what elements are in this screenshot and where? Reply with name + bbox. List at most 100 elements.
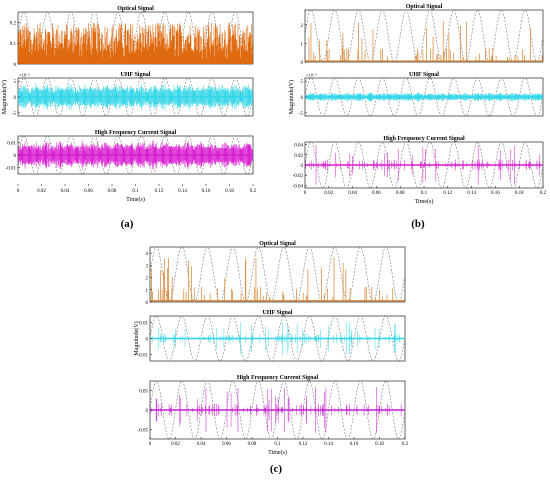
y-tick-label: 5 bbox=[301, 80, 304, 85]
subplot-title: High Frequency Current Signal bbox=[237, 375, 319, 381]
y-tick-label: 0 bbox=[301, 96, 304, 101]
signal-trace bbox=[150, 387, 402, 433]
x-tick-label: 0.1 bbox=[132, 189, 139, 194]
signal-trace bbox=[305, 20, 543, 62]
y-tick-label: 0.05 bbox=[139, 390, 148, 395]
x-tick-label: 0.14 bbox=[324, 442, 333, 447]
x-tick-label: 0.16 bbox=[491, 191, 500, 196]
reference-wave bbox=[18, 136, 253, 174]
y-tick-label: 0.01 bbox=[7, 141, 16, 146]
x-tick-label: 0.12 bbox=[155, 189, 164, 194]
y-tick-label: 0 bbox=[301, 164, 304, 169]
y-tick-label: 3 bbox=[146, 264, 149, 269]
signal-trace bbox=[305, 145, 541, 185]
subplot-title: Optical Signal bbox=[259, 241, 296, 247]
y-exponent: ×10⁻³ bbox=[19, 73, 30, 78]
subplot-0: 0 1 2 3 4 Optical Signal bbox=[146, 241, 406, 306]
x-tick-label: 0.18 bbox=[225, 189, 234, 194]
x-tick-label: 0 bbox=[304, 191, 307, 196]
x-tick-label: 0.04 bbox=[61, 189, 70, 194]
y-tick-label: 0 bbox=[14, 63, 17, 68]
panel-0: 0 0.1 0.2 Optical Signal -5 0 5 UHF Signal ×10⁻³… bbox=[1, 6, 257, 230]
x-tick-label: 0.12 bbox=[443, 191, 452, 196]
x-tick-label: 0.08 bbox=[108, 189, 117, 194]
y-tick-label: 0.02 bbox=[294, 154, 303, 159]
y-tick-label: -5 bbox=[299, 112, 304, 117]
x-tick-label: 0.08 bbox=[396, 191, 405, 196]
reference-wave bbox=[18, 12, 253, 64]
subplot-1: -5 0 5 UHF Signal ×10⁻³ bbox=[299, 72, 544, 117]
x-tick-label: 0.16 bbox=[202, 189, 211, 194]
y-tick-label: -0.05 bbox=[138, 428, 149, 433]
y-tick-label: 0 bbox=[301, 61, 304, 66]
x-tick-label: 0.2 bbox=[250, 189, 257, 194]
x-tick-label: 0.16 bbox=[350, 442, 359, 447]
y-tick-label: 0 bbox=[146, 338, 149, 343]
reference-wave bbox=[305, 142, 543, 188]
y-tick-label: -0.02 bbox=[293, 174, 304, 179]
reference-wave bbox=[150, 247, 405, 302]
subplot-title: UHF Signal bbox=[121, 72, 151, 78]
y-tick-label: -5 bbox=[12, 112, 17, 117]
y-tick-label: -0.01 bbox=[138, 354, 149, 359]
subplot-title: High Frequency Current Signal bbox=[95, 130, 177, 136]
y-tick-label: 0 bbox=[146, 301, 149, 306]
subplot-1: -5 0 5 UHF Signal ×10⁻³ bbox=[12, 72, 254, 117]
x-tick-label: 0.06 bbox=[222, 442, 231, 447]
y-axis-label: Magnitude(V) bbox=[133, 321, 140, 355]
y-tick-label: 0.1 bbox=[10, 42, 17, 47]
y-tick-label: -0.01 bbox=[6, 167, 17, 172]
x-tick-label: 0.18 bbox=[375, 442, 384, 447]
y-tick-label: 4 bbox=[146, 252, 149, 257]
x-tick-label: 0.06 bbox=[84, 189, 93, 194]
subplot-2: -0.05 0 0.05 High Frequency Current Signal bbox=[138, 375, 406, 440]
y-tick-label: 5 bbox=[14, 80, 17, 85]
x-tick-label: 0.02 bbox=[37, 189, 46, 194]
subplot-title: Optical Signal bbox=[406, 4, 443, 10]
subplot-1: -0.01 0 0.01 UHF Signal bbox=[138, 310, 406, 362]
signal-trace bbox=[151, 257, 394, 301]
x-tick-label: 0.04 bbox=[348, 191, 357, 196]
x-tick-label: 0.1 bbox=[421, 191, 428, 196]
reference-wave bbox=[305, 10, 543, 62]
x-tick-label: 0.18 bbox=[515, 191, 524, 196]
x-tick-label: 0.14 bbox=[178, 189, 187, 194]
subplot-0: 0 0.1 0.2 Optical Signal bbox=[10, 6, 254, 68]
panel-label: (c) bbox=[270, 463, 283, 475]
subplot-2: -0.01 0 0.01 High Frequency Current Signal bbox=[6, 130, 254, 175]
subplot-2: -0.04 -0.02 0 0.02 0.04 High Frequency Curren… bbox=[293, 136, 544, 189]
panel-label: (b) bbox=[411, 218, 425, 230]
signal-trace bbox=[152, 321, 400, 356]
x-tick-label: 0.2 bbox=[402, 442, 409, 447]
y-tick-label: 1 bbox=[146, 289, 149, 294]
signal-trace bbox=[18, 22, 253, 64]
x-axis-label: Time(s) bbox=[126, 196, 145, 203]
y-tick-label: 2 bbox=[301, 24, 304, 29]
x-tick-label: 0.2 bbox=[540, 191, 547, 196]
x-axis-label: Time(s) bbox=[268, 449, 287, 456]
x-tick-label: 0.02 bbox=[324, 191, 333, 196]
x-tick-label: 0.12 bbox=[299, 442, 308, 447]
y-tick-label: 1 bbox=[301, 42, 304, 47]
x-tick-label: 0 bbox=[149, 442, 152, 447]
y-axis-label: Magnitude(V) bbox=[1, 80, 8, 114]
subplot-0: 0 1 2 Optical Signal bbox=[301, 4, 544, 66]
x-tick-label: 0.06 bbox=[372, 191, 381, 196]
panel-label: (a) bbox=[121, 218, 134, 230]
x-tick-label: 0 bbox=[17, 189, 20, 194]
x-tick-label: 0.04 bbox=[197, 442, 206, 447]
y-tick-label: -0.04 bbox=[293, 184, 304, 189]
subplot-title: Optical Signal bbox=[117, 6, 154, 12]
x-tick-label: 0.02 bbox=[171, 442, 180, 447]
y-exponent: ×10⁻³ bbox=[306, 73, 317, 78]
subplot-title: High Frequency Current Signal bbox=[383, 136, 465, 142]
y-tick-label: 0.2 bbox=[10, 21, 17, 26]
y-tick-label: 2 bbox=[146, 277, 149, 282]
reference-wave bbox=[18, 78, 253, 116]
x-axis-label: Time(s) bbox=[415, 198, 434, 205]
subplot-title: UHF Signal bbox=[263, 310, 293, 316]
reference-wave bbox=[150, 316, 405, 361]
subplot-title: UHF Signal bbox=[409, 72, 439, 78]
